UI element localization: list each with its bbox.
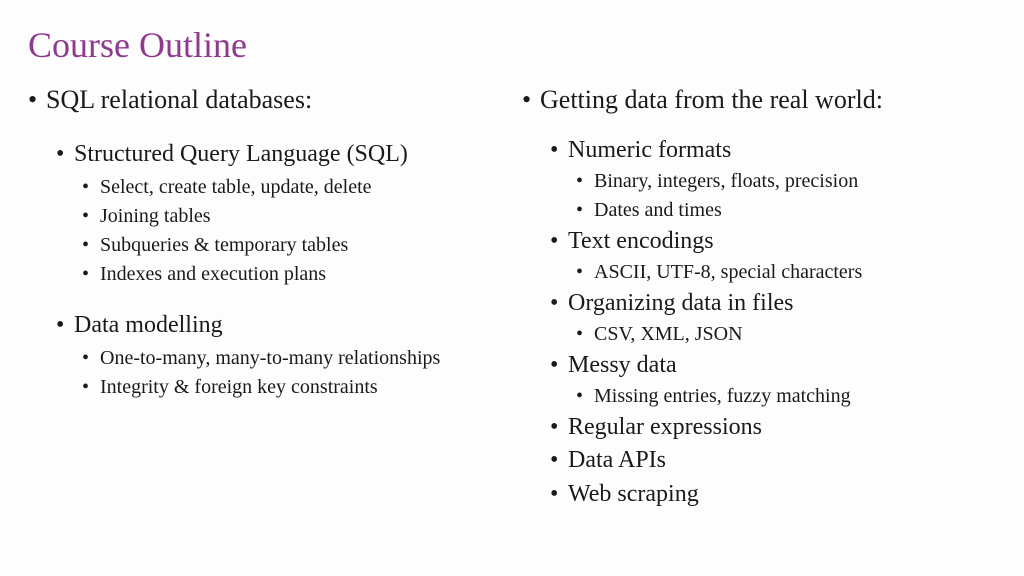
list-item: ASCII, UTF-8, special characters <box>522 259 996 286</box>
list-item: Subqueries & temporary tables <box>28 232 502 259</box>
right-section-title: Data APIs <box>522 445 996 476</box>
right-heading: Getting data from the real world: <box>522 84 996 117</box>
right-section-title: Text encodings <box>522 226 996 257</box>
list-item: Binary, integers, floats, precision <box>522 168 996 195</box>
list-item: Indexes and execution plans <box>28 261 502 288</box>
left-heading: SQL relational databases: <box>28 84 502 117</box>
right-section-title: Numeric formats <box>522 135 996 166</box>
list-item: Dates and times <box>522 197 996 224</box>
list-item: Integrity & foreign key constraints <box>28 374 502 401</box>
left-section-title: Structured Query Language (SQL) <box>28 139 502 170</box>
left-column: SQL relational databases: Structured Que… <box>28 84 502 512</box>
right-section-title: Messy data <box>522 350 996 381</box>
content-columns: SQL relational databases: Structured Que… <box>28 84 996 512</box>
left-section-title: Data modelling <box>28 310 502 341</box>
slide-title: Course Outline <box>28 24 996 66</box>
list-item: CSV, XML, JSON <box>522 321 996 348</box>
list-item: Select, create table, update, delete <box>28 174 502 201</box>
right-section-title: Regular expressions <box>522 412 996 443</box>
right-section-title: Web scraping <box>522 479 996 510</box>
right-column: Getting data from the real world: Numeri… <box>522 84 996 512</box>
list-item: Missing entries, fuzzy matching <box>522 383 996 410</box>
list-item: Joining tables <box>28 203 502 230</box>
list-item: One-to-many, many-to-many relationships <box>28 345 502 372</box>
right-section-title: Organizing data in files <box>522 288 996 319</box>
